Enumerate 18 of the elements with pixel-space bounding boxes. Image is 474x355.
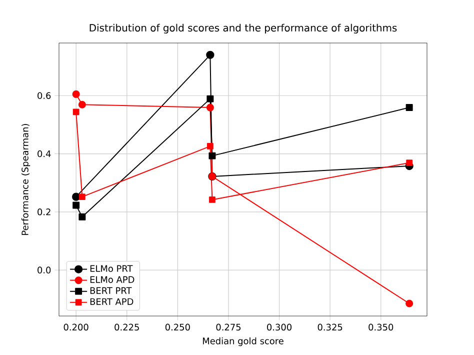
legend-label: ELMo PRT (90, 265, 133, 272)
x-axis-title: Median gold score (202, 337, 284, 346)
x-tick-label: 0.200 (64, 324, 88, 331)
y-tick-label: 0.4 (38, 150, 51, 158)
x-tick-label: 0.275 (216, 324, 241, 331)
x-tick-label: 0.250 (165, 324, 190, 331)
legend-label: BERT APD (90, 298, 134, 305)
legend-label: BERT PRT (90, 287, 132, 294)
x-tick-label: 0.225 (114, 324, 139, 331)
x-tick-label: 0.325 (318, 324, 342, 331)
y-tick-label: 0.0 (38, 266, 51, 274)
x-tick-label: 0.350 (368, 324, 394, 331)
y-axis-title: Performance (Spearman) (21, 124, 30, 235)
x-tick-label: 0.300 (267, 324, 292, 331)
legend-label: ELMo APD (90, 276, 134, 283)
chart-title: Distribution of gold scores and the performance of algorithms (90, 24, 397, 34)
y-tick-label: 0.6 (38, 92, 51, 100)
y-tick-label: 0.2 (38, 208, 50, 216)
